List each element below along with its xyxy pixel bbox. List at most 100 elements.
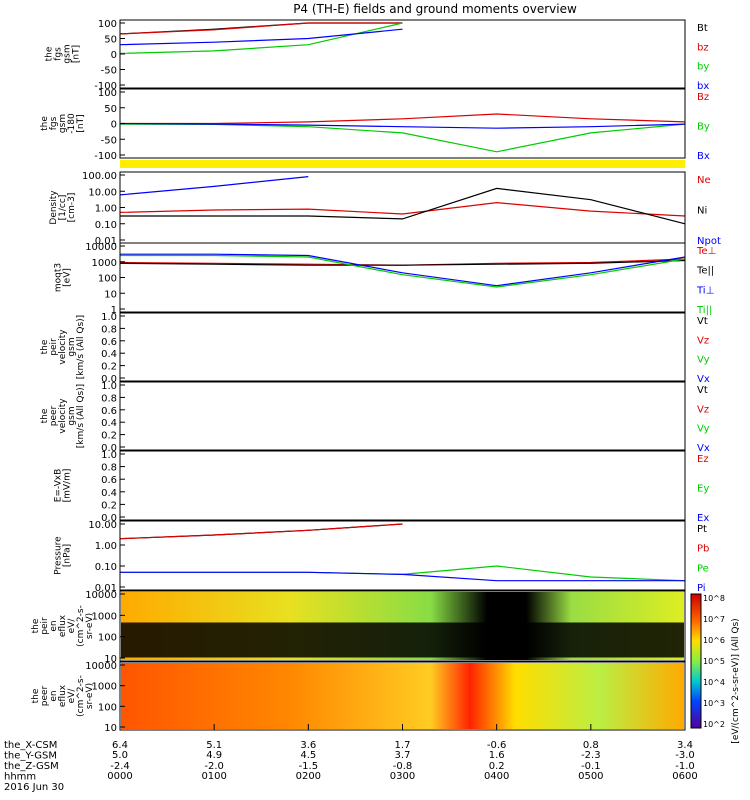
y-axis-label-line: the — [40, 408, 50, 423]
x-time-label: 0500 — [578, 771, 603, 782]
legend-pressure: Pe — [697, 563, 709, 574]
y-tick-label-efield: 0.4 — [101, 488, 117, 499]
y-tick-label-fgs2: 0 — [111, 120, 117, 131]
y-axis-label-line: gsm — [67, 406, 77, 425]
y-axis-label-line: moqt3 — [54, 263, 64, 292]
series-line-fgs — [119, 22, 403, 54]
y-axis-label-line: [km/s (All Qs)] — [76, 315, 86, 379]
z-gsm-label: -2.4 — [110, 761, 130, 772]
legend-fgs: bx — [697, 81, 709, 92]
y-tick-label-peer_vel: 0.2 — [101, 431, 117, 442]
y-axis-label-fgs2: the fgs gsm -180 [nT] — [40, 113, 86, 134]
spectrogram-layer — [121, 592, 702, 729]
y-tick-label-peer_vel: 0.8 — [101, 393, 117, 404]
series-line-density — [120, 187, 686, 225]
y-tick-label-density: 0.10 — [95, 220, 117, 231]
legend-temp: Ti⊥ — [696, 285, 714, 296]
colorbar-tick-label: 10^6 — [703, 636, 725, 645]
legend-peir_vel: Vy — [697, 355, 710, 366]
y-tick-label-efield: 1.0 — [101, 450, 117, 461]
y-tick-label-peer_vel: 0.6 — [101, 406, 117, 417]
series-line-temp — [120, 253, 686, 287]
y-tick-label-efield: 0.2 — [101, 500, 117, 511]
legend-peir_vel: Vt — [697, 316, 708, 327]
colorbar-label-text: [eV/(cm^2-s-sr-eV)] (All Qs) — [731, 618, 741, 743]
y-tick-label-peer_vel: 0.0 — [101, 443, 117, 454]
legend-fgs2: By — [697, 122, 710, 133]
y-tick-label-peer_spec: 10000 — [85, 661, 117, 672]
legend-pressure: Pt — [697, 524, 707, 535]
y-gsm-label: -2.3 — [581, 750, 601, 761]
y-axis-label-peer_vel: the peer velocity gsm [km/s (All Qs)] — [40, 384, 86, 448]
frames-layer — [119, 19, 686, 731]
legend-fgs: by — [697, 62, 709, 73]
y-axis-label-line: (cm^2-s- — [76, 605, 86, 647]
x-csm-label: 6.4 — [112, 740, 128, 751]
y-tick-label-peer_spec: 10 — [104, 723, 117, 734]
y-tick-label-fgs2: 100 — [98, 88, 117, 99]
panel-frame-peir_vel — [119, 312, 686, 382]
y-axis-label-line: the — [31, 688, 41, 703]
y-axis-label-line: peir — [49, 338, 59, 356]
legend-peer_vel: Vt — [697, 385, 708, 396]
z-gsm-label: 0.2 — [489, 761, 505, 772]
legend-pressure: Pi — [697, 583, 706, 594]
y-axis-label-efield: E=-VxB [mV/m] — [54, 469, 73, 503]
y-gsm-label: 1.6 — [489, 750, 505, 761]
y-axis-label-peir_vel: the peir velocity gsm [km/s (All Qs)] — [40, 315, 86, 379]
y-tick-label-density: 0.01 — [95, 236, 117, 247]
y-tick-label-peir_vel: 0.2 — [101, 362, 117, 373]
y-tick-label-fgs2: -100 — [94, 151, 117, 162]
legend-efield: Ey — [697, 484, 709, 495]
x-csm-label: 3.4 — [677, 740, 693, 751]
y-tick-label-peir_spec: 10 — [104, 654, 117, 665]
legend-temp: Te⊥ — [696, 246, 716, 257]
y-tick-label-temp: 10000 — [85, 242, 117, 253]
x-row-label: the_Y-GSM — [4, 751, 57, 762]
y-axis-label-line: [nPa] — [63, 544, 73, 567]
z-gsm-label: -1.0 — [675, 761, 695, 772]
x-row-label: the_X-CSM — [4, 740, 57, 751]
series-line-fgs2 — [119, 122, 686, 129]
x-row-label: hhmm — [4, 772, 36, 783]
colorbar-tick-label: 10^7 — [703, 615, 725, 624]
y-tick-label-peer_spec: 100 — [98, 702, 117, 713]
y-tick-label-peir_spec: 1000 — [92, 611, 117, 622]
series-line-temp — [119, 259, 686, 266]
x-csm-label: 3.6 — [300, 740, 316, 751]
series-line-density — [119, 176, 309, 196]
legend-peir_vel: Vx — [697, 374, 710, 385]
y-axis-label-line: [mV/m] — [63, 469, 73, 503]
series-line-fgs — [119, 22, 403, 35]
z-gsm-label: -1.5 — [299, 761, 319, 772]
y-tick-label-temp: 100 — [98, 274, 117, 285]
y-tick-label-density: 10.00 — [88, 187, 117, 198]
x-csm-label: 0.8 — [583, 740, 599, 751]
legend-density: Ne — [697, 175, 711, 186]
x-row-label: 2016 Jun 30 — [4, 782, 64, 793]
y-axis-label-density: Density [1/cc] [cm-3] — [49, 190, 77, 225]
y-tick-label-peir_spec: 100 — [98, 633, 117, 644]
y-axis-label-line: [km/s (All Qs)] — [76, 384, 86, 448]
y-tick-label-efield: 0.8 — [101, 463, 117, 474]
colorbar-tick-label: 10^4 — [703, 678, 725, 687]
legend-fgs: Bt — [697, 23, 708, 34]
quality-bar — [120, 160, 685, 168]
y-axis-label-line: eflux — [58, 614, 68, 637]
legend-temp: Ti|| — [696, 305, 712, 316]
y-tick-label-peir_vel: 0.8 — [101, 324, 117, 335]
panel-frame-temp — [119, 242, 686, 313]
colorbar-tick-label: 10^8 — [703, 594, 725, 603]
y-gsm-label: 4.5 — [300, 750, 316, 761]
y-tick-label-peir_vel: 0.0 — [101, 374, 117, 385]
z-gsm-label: -0.1 — [581, 761, 601, 772]
y-tick-label-temp: 1000 — [92, 258, 117, 269]
colorbar-label: [eV/(cm^2-s-sr-eV)] (All Qs) — [731, 618, 741, 743]
series-line-pressure — [120, 565, 686, 582]
spectrogram-low-energy-band — [121, 622, 684, 658]
panel-frame-peer_vel — [119, 381, 686, 451]
x-time-label: 0100 — [201, 771, 226, 782]
y-gsm-label: 5.0 — [112, 750, 128, 761]
legend-peer_vel: Vy — [697, 424, 710, 435]
